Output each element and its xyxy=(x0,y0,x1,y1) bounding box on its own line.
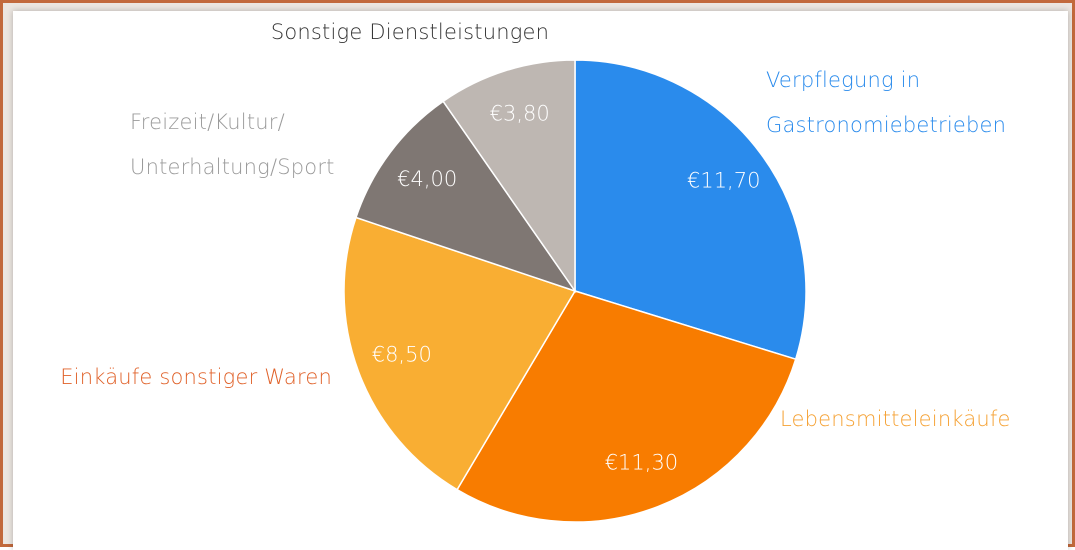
pie-slice xyxy=(343,216,577,491)
value-label: €11,30 xyxy=(605,450,678,474)
category-label: Lebensmitteleinkäufe xyxy=(780,407,1011,431)
value-label: €8,50 xyxy=(372,342,432,366)
pie-slice xyxy=(442,59,576,294)
category-label: Sonstige Dienstleistungen xyxy=(270,20,550,44)
pie-slice xyxy=(574,59,807,361)
pie-slice xyxy=(456,290,797,523)
category-label: Einkäufe sonstiger Waren xyxy=(60,365,332,389)
value-label: €4,00 xyxy=(397,167,457,191)
value-label: €3,80 xyxy=(490,102,550,126)
value-label: €11,70 xyxy=(687,168,760,192)
category-label: Freizeit/Kultur/ Unterhaltung/Sport xyxy=(130,110,335,179)
category-label: Verpflegung in Gastronomiebetrieben xyxy=(766,68,1007,137)
pie-slice xyxy=(355,100,577,293)
